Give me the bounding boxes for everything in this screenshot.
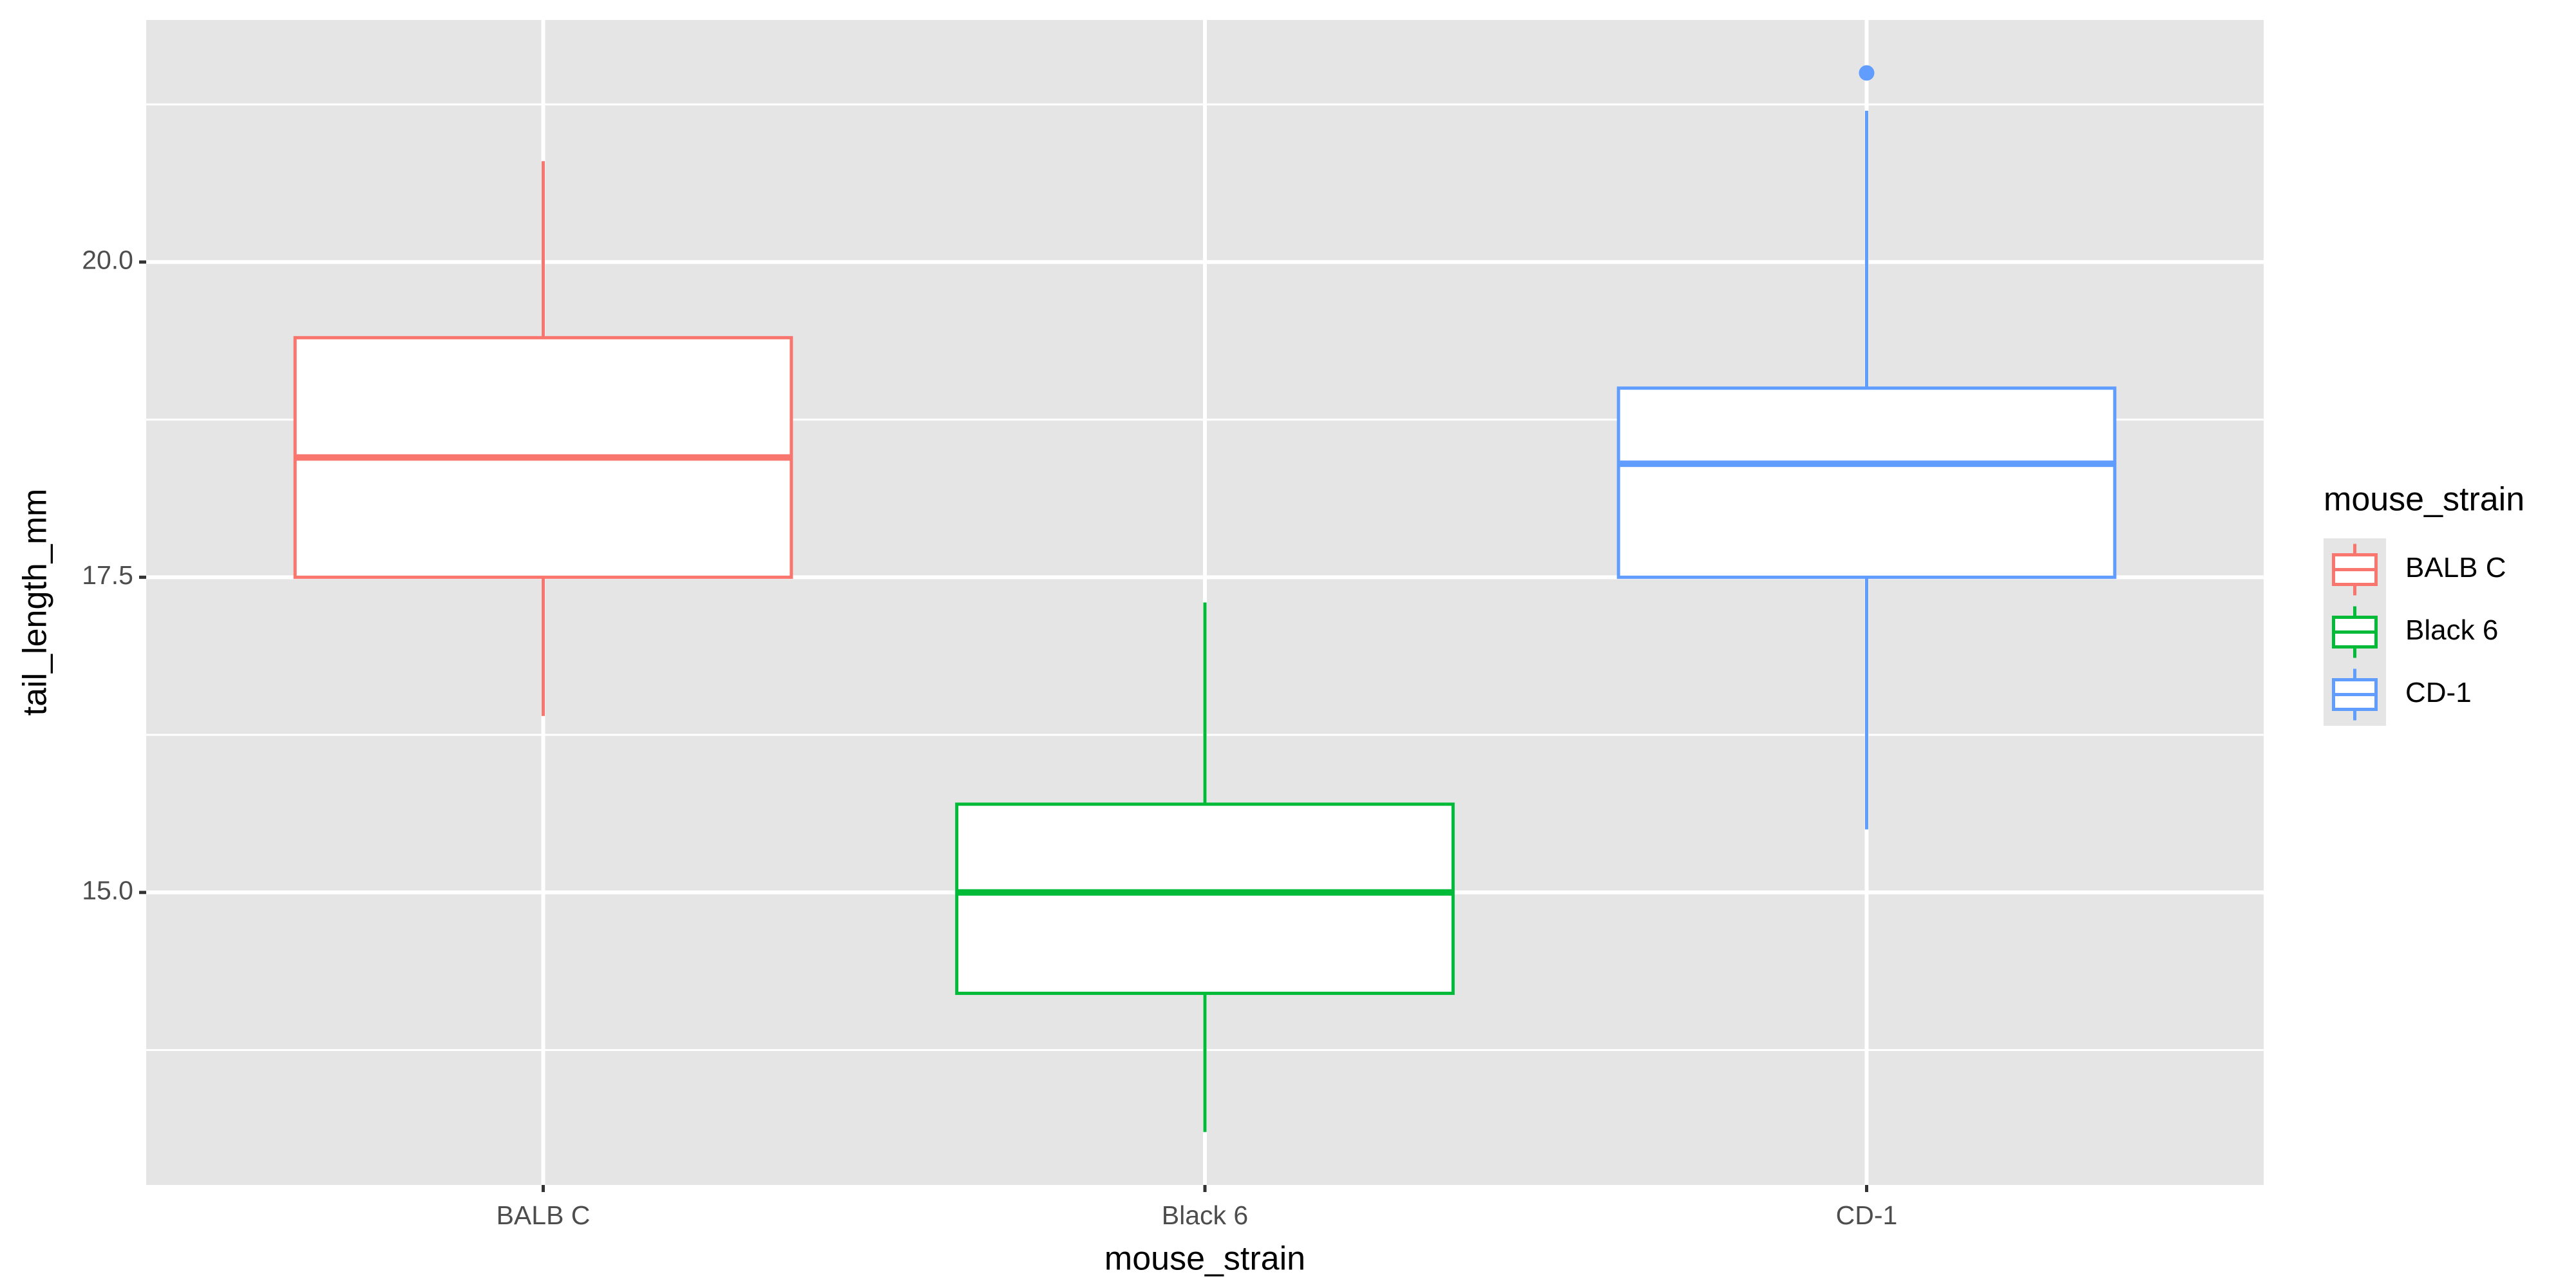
legend-label: CD-1 — [2405, 677, 2472, 708]
legend-label: Black 6 — [2405, 614, 2498, 646]
legend-title: mouse_strain — [2324, 481, 2524, 518]
y-axis-title: tail_length_mm — [17, 489, 54, 716]
box — [1616, 386, 2117, 579]
outlier — [1859, 65, 1875, 81]
y-tick-label: 20.0 — [82, 245, 133, 275]
legend-label: BALB C — [2405, 552, 2506, 583]
x-axis-title: mouse_strain — [1104, 1240, 1305, 1278]
x-tick-label: CD-1 — [1836, 1200, 1898, 1230]
box — [955, 802, 1455, 995]
x-tick-label: BALB C — [497, 1200, 591, 1230]
x-tick-label: Black 6 — [1162, 1200, 1248, 1230]
y-tick-label: 17.5 — [82, 560, 133, 590]
y-tick-label: 15.0 — [82, 876, 133, 905]
